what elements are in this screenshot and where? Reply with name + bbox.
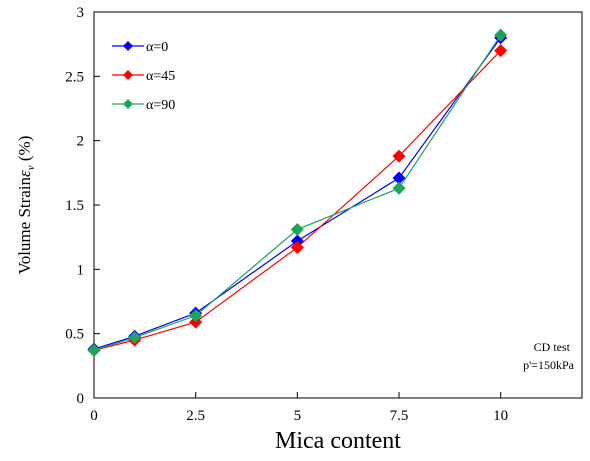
- data-point: [392, 149, 406, 163]
- x-axis: 0 2.5 5 7.5 10: [90, 392, 508, 424]
- y-tick-label: 3: [77, 5, 85, 21]
- x-tick-label: 2.5: [186, 408, 205, 424]
- legend-marker: [123, 41, 133, 51]
- data-point: [189, 309, 203, 323]
- annotation-test-type: CD test: [534, 340, 571, 354]
- data-point: [392, 171, 406, 185]
- data-point: [392, 181, 406, 195]
- data-point: [494, 28, 508, 42]
- y-tick-label: 1: [77, 262, 85, 278]
- plot-area: [93, 11, 583, 399]
- data-point: [128, 331, 142, 345]
- legend-marker: [123, 99, 133, 109]
- data-point: [290, 222, 304, 236]
- legend-label: α=90: [146, 98, 175, 113]
- y-tick-label: 2: [77, 134, 85, 150]
- y-tick-label: 1.5: [65, 198, 84, 214]
- legend-item: α=90: [112, 98, 175, 113]
- y-tick-label: 0: [77, 391, 85, 407]
- y-tick-label: 2.5: [65, 69, 84, 85]
- x-tick-label: 10: [493, 408, 508, 424]
- legend-label: α=0: [146, 40, 168, 55]
- y-tick-label: 0.5: [65, 327, 84, 343]
- series-line: [93, 50, 502, 351]
- series-line: [93, 37, 502, 350]
- x-tick-label: 0: [90, 408, 98, 424]
- y-axis: 0 0.5 1 1.5 2 2.5 3: [65, 5, 100, 407]
- x-tick-label: 7.5: [390, 408, 409, 424]
- legend: α=0 α=45 α=90: [112, 40, 175, 113]
- data-point: [87, 343, 101, 357]
- legend-item: α=45: [112, 69, 175, 84]
- x-axis-title: Mica content: [275, 428, 401, 454]
- legend-marker: [123, 70, 133, 80]
- legend-label: α=45: [146, 69, 175, 84]
- series-alpha-90: [87, 28, 508, 357]
- data-point: [290, 240, 304, 254]
- legend-item: α=0: [112, 40, 168, 55]
- data-point: [494, 44, 508, 58]
- annotation-pressure: p'=150kPa: [523, 358, 575, 372]
- x-tick-label: 5: [294, 408, 302, 424]
- y-axis-title: Volume Strainεv (%): [15, 136, 37, 275]
- series-line: [93, 34, 502, 351]
- series-layer: [87, 28, 508, 357]
